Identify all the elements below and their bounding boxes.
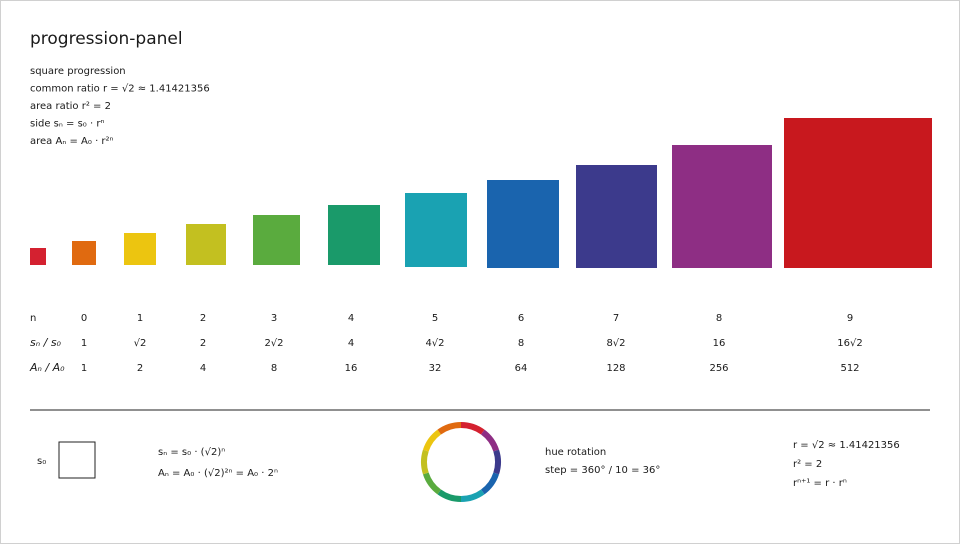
cell: 16: [713, 338, 726, 349]
row-label: n: [30, 313, 36, 324]
cell: 32: [429, 363, 442, 374]
cell: 9: [847, 313, 853, 324]
square: [328, 205, 380, 265]
hue-segment: [421, 449, 429, 475]
square: [487, 180, 559, 268]
cell: 3: [271, 313, 277, 324]
cell: 2: [200, 313, 206, 324]
hue-segment: [460, 422, 485, 435]
cell: 7: [613, 313, 619, 324]
cell: 5: [432, 313, 438, 324]
cell: 1: [137, 313, 143, 324]
base-square: [58, 441, 96, 479]
cell: 128: [606, 363, 625, 374]
hue-segment: [422, 429, 442, 452]
row-label: sₙ / s₀: [30, 336, 62, 349]
cell: √2: [134, 338, 147, 349]
info-line: area ratio r² = 2: [30, 101, 111, 112]
info-line: common ratio r = √2 ≈ 1.41421356: [30, 84, 210, 95]
cell: 0: [81, 313, 87, 324]
cell: 512: [840, 363, 859, 374]
square: [405, 193, 467, 267]
cell: 8√2: [606, 338, 625, 349]
identity: rⁿ⁺¹ = r · rⁿ: [793, 478, 847, 489]
cell: 2: [137, 363, 143, 374]
formula: Aₙ = A₀ · (√2)²ⁿ = A₀ · 2ⁿ: [158, 468, 278, 479]
cell: 1: [81, 338, 87, 349]
square: [253, 215, 300, 265]
hue-step: step = 360° / 10 = 36°: [545, 465, 660, 476]
square: [30, 248, 46, 265]
cell: 6: [518, 313, 524, 324]
cell: 16: [345, 363, 358, 374]
row-label: Aₙ / A₀: [29, 361, 65, 374]
hue-segment: [422, 472, 442, 495]
square: [124, 233, 156, 265]
cell: 16√2: [837, 338, 862, 349]
cell: 4: [200, 363, 206, 374]
cell: 4√2: [425, 338, 444, 349]
square: [576, 165, 657, 268]
cell: 2: [200, 338, 206, 349]
hue-segment: [480, 472, 500, 495]
info-line: square progression: [30, 66, 126, 77]
cell: 1: [81, 363, 87, 374]
cell: 8: [716, 313, 722, 324]
cell: 64: [515, 363, 528, 374]
cell: 8: [271, 363, 277, 374]
cell: 256: [709, 363, 728, 374]
hue-segment: [437, 422, 462, 435]
identity: r = √2 ≈ 1.41421356: [793, 440, 900, 451]
square: [186, 224, 226, 265]
base-label: s₀: [37, 456, 46, 467]
formula: sₙ = s₀ · (√2)ⁿ: [158, 447, 225, 458]
hue-segment: [493, 449, 501, 475]
cell: 4: [348, 313, 354, 324]
hue-label: hue rotation: [545, 447, 606, 458]
info-line: side sₙ = s₀ · rⁿ: [30, 119, 104, 130]
hue-segment: [437, 489, 462, 502]
square: [672, 145, 772, 268]
identity: r² = 2: [793, 459, 822, 470]
title: progression-panel: [30, 29, 183, 49]
cell: 2√2: [264, 338, 283, 349]
square: [784, 118, 932, 268]
info-line: area Aₙ = A₀ · r²ⁿ: [30, 136, 114, 147]
cell: 8: [518, 338, 524, 349]
square: [72, 241, 96, 265]
hue-segment: [460, 489, 485, 502]
hue-segment: [480, 429, 500, 452]
cell: 4: [348, 338, 354, 349]
